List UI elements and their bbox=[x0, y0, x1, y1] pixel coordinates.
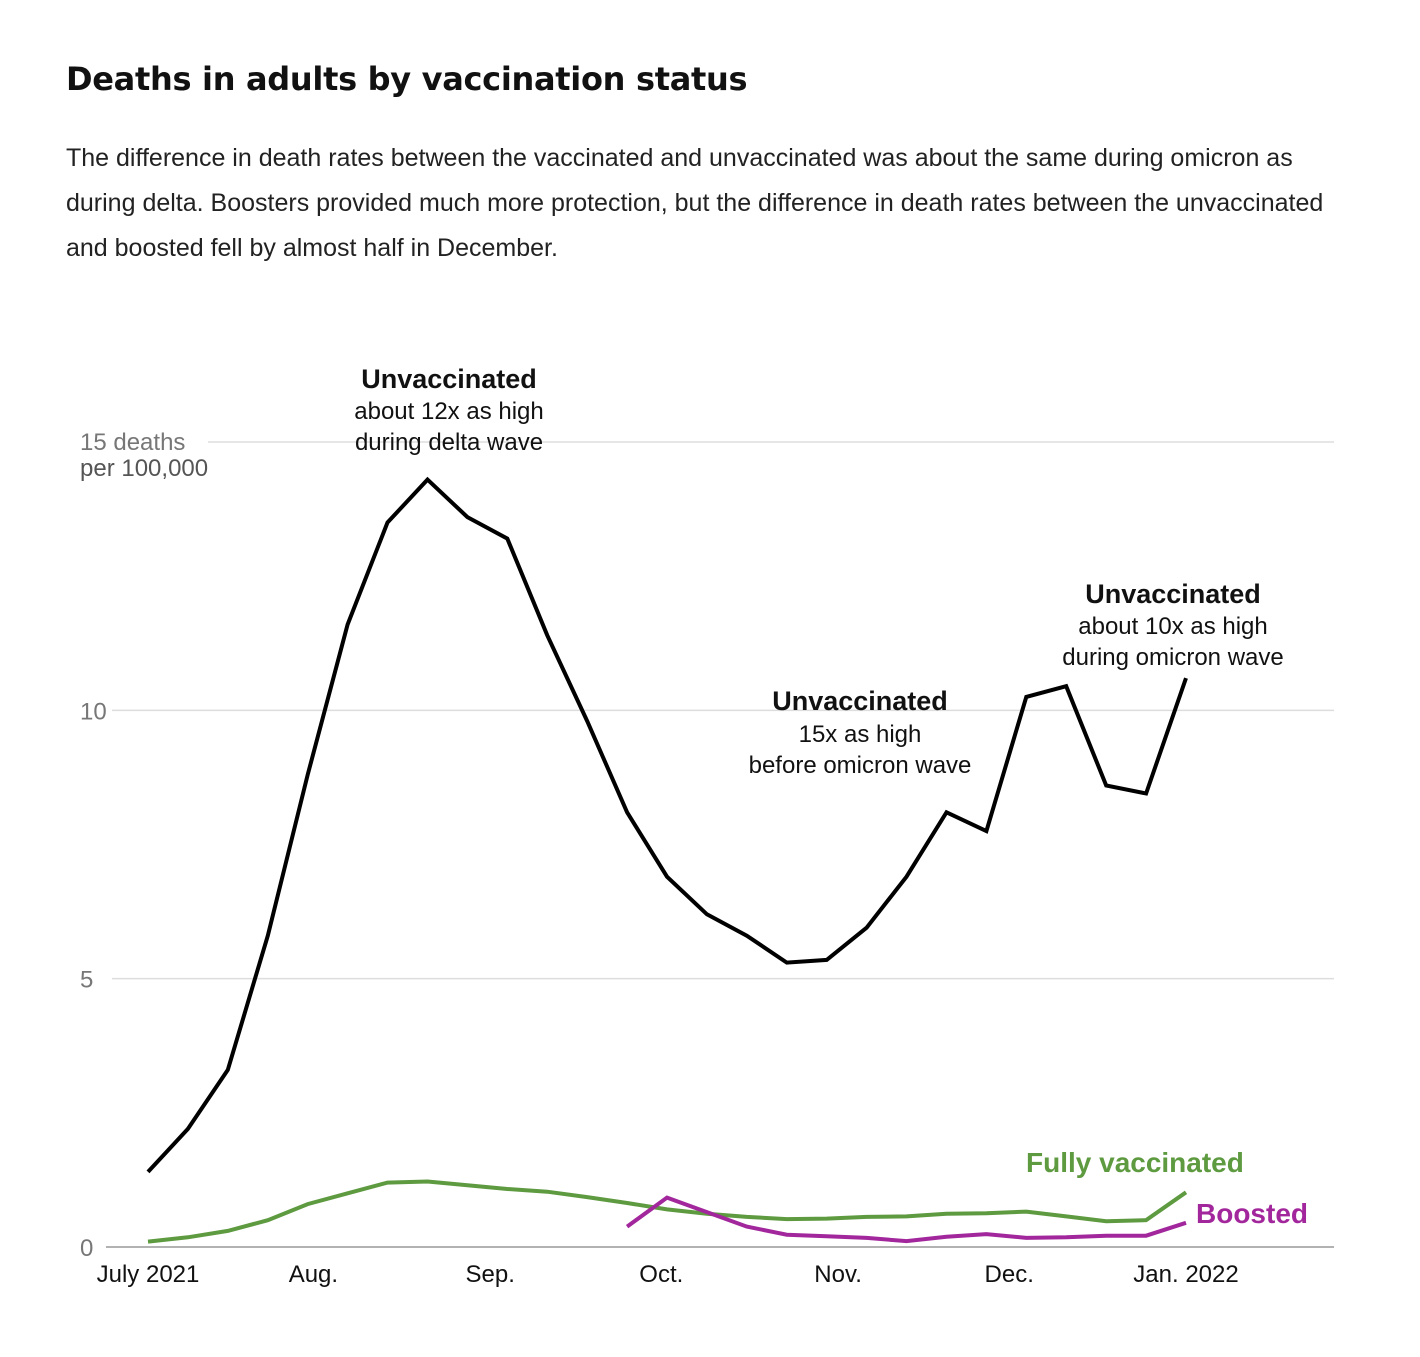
annotation-delta-line2: during delta wave bbox=[355, 429, 543, 456]
x-tick-label: Jan. 2022 bbox=[1133, 1261, 1238, 1288]
y-tick-label: 0 bbox=[80, 1235, 93, 1262]
series-line-unvaccinated bbox=[146, 476, 1188, 1174]
x-tick-label: July 2021 bbox=[97, 1261, 200, 1288]
annotation-delta-head: Unvaccinated bbox=[361, 364, 537, 394]
x-tick-label: Sep. bbox=[466, 1261, 515, 1288]
series-line-boosted bbox=[625, 1195, 1187, 1244]
x-tick-label: Nov. bbox=[814, 1261, 862, 1288]
chart-subtitle: The difference in death rates between th… bbox=[66, 144, 1324, 262]
x-tick-label: Oct. bbox=[639, 1261, 683, 1288]
annotation-omicron-head: Unvaccinated bbox=[1085, 579, 1261, 609]
series-label-fully-vaccinated: Fully vaccinated bbox=[1026, 1147, 1244, 1178]
annotation-delta-line1: about 12x as high bbox=[354, 398, 543, 425]
series-label-boosted: Boosted bbox=[1196, 1198, 1308, 1229]
x-tick-label: Aug. bbox=[289, 1261, 338, 1288]
annotation-pre-omicron-line1: 15x as high bbox=[799, 721, 922, 748]
annotation-pre-omicron-line2: before omicron wave bbox=[749, 752, 972, 779]
y-unit-label-line2: per 100,000 bbox=[80, 455, 208, 482]
y-tick-label: 5 bbox=[80, 967, 93, 994]
y-tick-label: 10 bbox=[80, 698, 107, 725]
y-unit-label-line1: 15 deaths bbox=[80, 429, 185, 456]
chart-title: Deaths in adults by vaccination status bbox=[66, 60, 748, 98]
series-line-fully-vaccinated bbox=[147, 1179, 1188, 1244]
x-tick-label: Dec. bbox=[985, 1261, 1034, 1288]
annotation-omicron-line2: during omicron wave bbox=[1062, 644, 1283, 671]
annotation-pre-omicron-head: Unvaccinated bbox=[772, 686, 948, 716]
annotation-omicron-line1: about 10x as high bbox=[1078, 613, 1267, 640]
